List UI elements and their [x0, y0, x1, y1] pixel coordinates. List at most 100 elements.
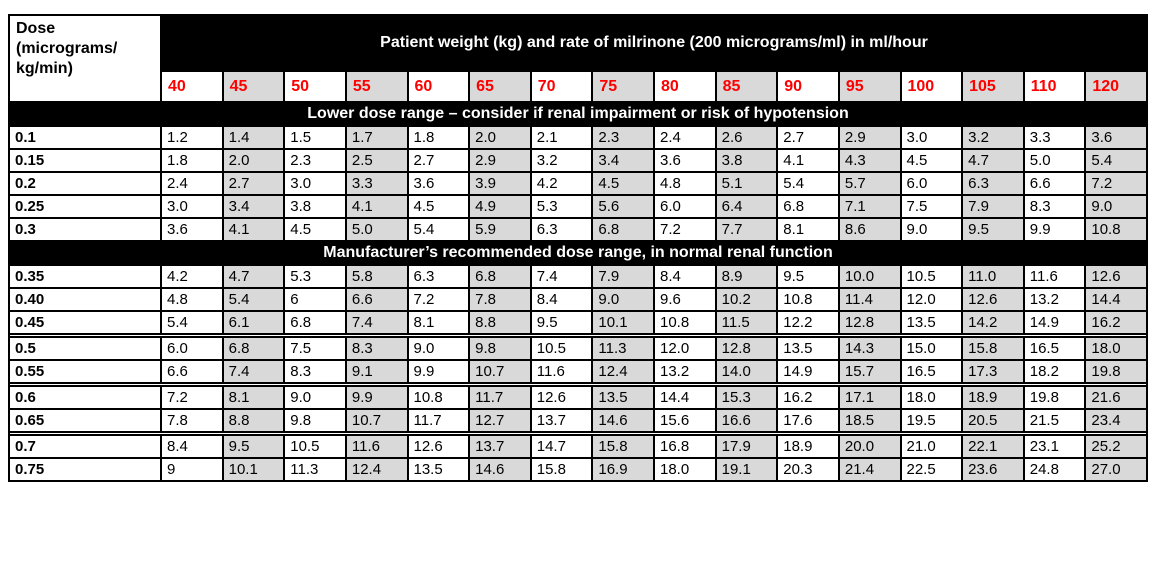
patient-weight-banner: Patient weight (kg) and rate of milrinon… — [160, 14, 1148, 72]
rate-cell: 10.1 — [221, 457, 286, 482]
rate-cell: 6.3 — [406, 264, 471, 289]
rate-cell: 2.9 — [468, 148, 532, 173]
rate-cell: 6.0 — [653, 194, 717, 219]
rate-cell: 6.0 — [160, 336, 224, 361]
rate-cell: 5.6 — [591, 194, 655, 219]
rate-cell: 14.9 — [776, 359, 840, 384]
rate-cell: 6.8 — [468, 264, 532, 289]
weight-header: 75 — [591, 70, 655, 103]
rate-cell: 7.7 — [714, 217, 779, 242]
rate-cell: 17.6 — [776, 408, 840, 433]
weight-header: 95 — [837, 70, 902, 103]
rate-cell: 15.7 — [837, 359, 902, 384]
rate-cell: 2.4 — [653, 125, 717, 150]
rate-cell: 22.1 — [961, 434, 1025, 459]
rate-cell: 7.8 — [468, 287, 532, 312]
rate-cell: 4.1 — [776, 148, 840, 173]
rate-cell: 21.0 — [899, 434, 964, 459]
rate-cell: 15.8 — [529, 457, 594, 482]
rate-cell: 6.3 — [961, 171, 1025, 196]
rate-cell: 6.8 — [283, 310, 347, 335]
rate-cell: 5.7 — [837, 171, 902, 196]
rate-cell: 3.8 — [283, 194, 347, 219]
rate-cell: 21.6 — [1084, 385, 1148, 410]
rate-cell: 8.4 — [529, 287, 594, 312]
rate-cell: 12.7 — [468, 408, 532, 433]
rate-cell: 4.5 — [283, 217, 347, 242]
row-gap — [8, 383, 1148, 386]
rate-cell: 13.2 — [653, 359, 717, 384]
rate-cell: 7.9 — [591, 264, 655, 289]
rate-cell: 1.4 — [221, 125, 286, 150]
rate-cell: 19.8 — [1084, 359, 1148, 384]
table-row: 0.45 5.4 6.1 6.8 7.4 8.1 8.8 9.5 10.1 10.8 11.5 12.… — [8, 310, 1148, 335]
rate-cell: 14.2 — [961, 310, 1025, 335]
rate-cell: 16.5 — [1022, 336, 1087, 361]
weight-header: 40 — [160, 70, 224, 103]
rate-cell: 4.1 — [344, 194, 409, 219]
rate-cell: 14.9 — [1022, 310, 1087, 335]
rate-cell: 15.8 — [591, 434, 655, 459]
rate-cell: 9.0 — [1084, 194, 1148, 219]
rate-cell: 9.0 — [406, 336, 471, 361]
rate-cell: 5.3 — [283, 264, 347, 289]
section-header-row: Manufacturer’s recommended dose range, i… — [8, 240, 1148, 266]
rate-cell: 4.8 — [160, 287, 224, 312]
dose-cell: 0.6 — [8, 385, 162, 410]
rate-cell: 18.5 — [837, 408, 902, 433]
rate-cell: 1.5 — [283, 125, 347, 150]
rate-cell: 4.7 — [961, 148, 1025, 173]
dose-cell: 0.35 — [8, 264, 162, 289]
weight-header-row: 40 45 50 55 60 65 70 75 80 85 90 95 100 105 110 120 — [9, 70, 1148, 103]
rate-cell: 13.5 — [406, 457, 471, 482]
rate-cell: 1.2 — [160, 125, 224, 150]
weight-header: 90 — [776, 70, 840, 103]
table-row: 0.25 3.0 3.4 3.8 4.1 4.5 4.9 5.3 5.6 6.0 6.4 6.8 7.1… — [8, 194, 1148, 219]
rate-cell: 10.5 — [529, 336, 594, 361]
rate-cell: 3.6 — [653, 148, 717, 173]
rate-cell: 7.4 — [221, 359, 286, 384]
rate-cell: 5.9 — [468, 217, 532, 242]
rate-cell: 3.2 — [961, 125, 1025, 150]
rate-cell: 12.4 — [344, 457, 409, 482]
section-title: Lower dose range – consider if renal imp… — [8, 101, 1148, 127]
rate-cell: 8.4 — [160, 434, 224, 459]
rate-cell: 10.7 — [468, 359, 532, 384]
rate-cell: 13.5 — [591, 385, 655, 410]
rate-cell: 3.3 — [1022, 125, 1087, 150]
rate-cell: 11.0 — [961, 264, 1025, 289]
dose-cell: 0.55 — [8, 359, 162, 384]
rate-cell: 4.7 — [221, 264, 286, 289]
rate-cell: 4.9 — [468, 194, 532, 219]
rate-cell: 8.3 — [344, 336, 409, 361]
rate-cell: 10.2 — [714, 287, 779, 312]
rate-cell: 8.3 — [283, 359, 347, 384]
rate-cell: 3.0 — [899, 125, 964, 150]
weight-header: 80 — [653, 70, 717, 103]
rate-cell: 6.1 — [221, 310, 286, 335]
rate-cell: 7.5 — [283, 336, 347, 361]
rate-cell: 8.1 — [776, 217, 840, 242]
rate-cell: 1.7 — [344, 125, 409, 150]
rate-cell: 15.3 — [714, 385, 779, 410]
rate-cell: 2.3 — [283, 148, 347, 173]
rate-cell: 6.8 — [221, 336, 286, 361]
dose-cell: 0.15 — [8, 148, 162, 173]
rate-cell: 18.0 — [653, 457, 717, 482]
rate-cell: 9.9 — [406, 359, 471, 384]
rate-cell: 14.7 — [529, 434, 594, 459]
rate-cell: 5.8 — [344, 264, 409, 289]
rate-cell: 11.6 — [1022, 264, 1087, 289]
rate-cell: 7.5 — [899, 194, 964, 219]
rate-cell: 8.4 — [653, 264, 717, 289]
rate-cell: 11.6 — [344, 434, 409, 459]
rate-cell: 5.4 — [406, 217, 471, 242]
rate-cell: 9.0 — [283, 385, 347, 410]
rate-cell: 14.3 — [837, 336, 902, 361]
table-row: 0.2 2.4 2.7 3.0 3.3 3.6 3.9 4.2 4.5 4.8 5.1 5.4 5.7 6… — [8, 171, 1148, 196]
rate-cell: 20.3 — [776, 457, 840, 482]
rate-cell: 3.9 — [468, 171, 532, 196]
table-row: 0.6 7.2 8.1 9.0 9.9 10.8 11.7 12.6 13.5 14.4 15.3 1… — [8, 385, 1148, 410]
rate-cell: 12.6 — [529, 385, 594, 410]
rate-cell: 4.3 — [837, 148, 902, 173]
